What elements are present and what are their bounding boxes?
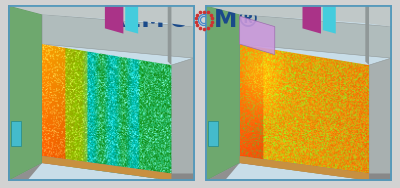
Polygon shape bbox=[206, 163, 240, 180]
Polygon shape bbox=[240, 16, 275, 55]
Polygon shape bbox=[365, 6, 369, 65]
Polygon shape bbox=[125, 6, 138, 34]
Polygon shape bbox=[302, 6, 321, 34]
Polygon shape bbox=[206, 6, 391, 27]
Polygon shape bbox=[168, 6, 172, 65]
Text: M®: M® bbox=[214, 8, 261, 32]
Polygon shape bbox=[369, 58, 391, 180]
Polygon shape bbox=[206, 6, 240, 180]
Bar bbox=[206, 6, 391, 180]
Polygon shape bbox=[9, 6, 194, 27]
Polygon shape bbox=[9, 163, 42, 180]
Bar bbox=[206, 6, 391, 180]
Bar bbox=[11, 121, 21, 146]
Bar bbox=[9, 6, 194, 180]
Polygon shape bbox=[42, 156, 194, 180]
Polygon shape bbox=[42, 156, 172, 180]
Polygon shape bbox=[105, 6, 123, 34]
Polygon shape bbox=[9, 6, 42, 180]
Polygon shape bbox=[240, 156, 391, 180]
Text: REM: REM bbox=[107, 8, 165, 32]
Polygon shape bbox=[323, 6, 336, 34]
Polygon shape bbox=[42, 14, 194, 58]
Bar bbox=[9, 6, 194, 180]
Polygon shape bbox=[240, 156, 369, 180]
Text: C: C bbox=[169, 8, 187, 32]
Polygon shape bbox=[240, 14, 391, 58]
Bar bbox=[208, 121, 218, 146]
Polygon shape bbox=[172, 58, 194, 180]
